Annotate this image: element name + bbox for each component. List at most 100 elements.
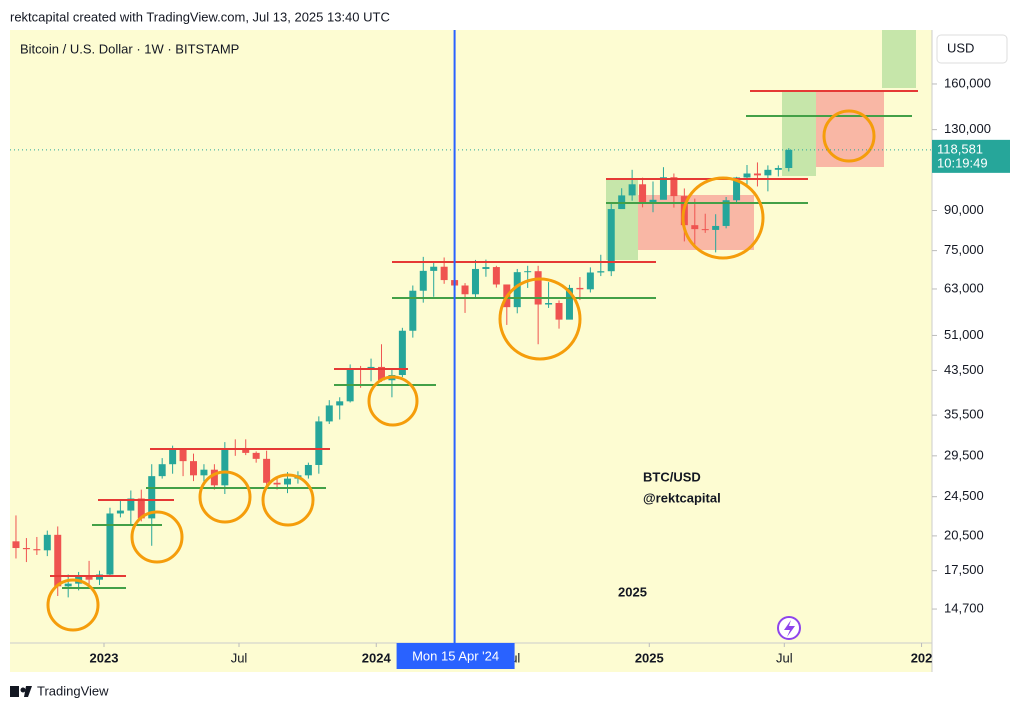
candle-body [12, 541, 20, 549]
y-tick-label: 24,500 [944, 488, 984, 503]
crosshair-label: Mon 15 Apr '24 [412, 648, 499, 663]
symbol-title: Bitcoin / U.S. Dollar · 1W · BITSTAMP [20, 41, 239, 56]
candle-body [64, 583, 72, 587]
candle-body [315, 421, 323, 465]
last-price-label: 118,581 [937, 141, 983, 156]
currency-button[interactable] [936, 34, 1008, 64]
y-tick-label: 51,000 [944, 327, 984, 342]
x-tick-label: 2023 [90, 650, 119, 665]
candle-body [273, 482, 281, 485]
candle-body [743, 173, 751, 178]
candle-body [169, 449, 177, 465]
candle-body [210, 469, 218, 486]
candle-body [753, 173, 761, 176]
y-tick-label: 160,000 [944, 75, 991, 90]
logo-mark [20, 687, 26, 693]
candle-body [628, 184, 636, 196]
candle-body [336, 401, 344, 406]
candle-body [54, 534, 62, 587]
icon-bolt [784, 620, 795, 637]
candle-body [419, 270, 427, 291]
candle-body [116, 510, 124, 514]
y-tick-label: 20,500 [944, 527, 984, 542]
candle-body [670, 177, 678, 197]
candle-body [492, 267, 500, 285]
candle-body [106, 513, 114, 575]
x-tick-label: Jul [231, 650, 248, 665]
highlight-circle [198, 470, 252, 524]
x-tick-label: 2025 [635, 650, 664, 665]
x-tick-label: 2024 [362, 650, 392, 665]
red-box [638, 195, 754, 250]
x-tick-label: Jul [776, 650, 793, 665]
candle-body [607, 209, 615, 272]
annotation: 2025 [618, 584, 647, 599]
candle-body [565, 287, 573, 320]
candle-body [242, 449, 250, 453]
y-tick-label: 75,000 [944, 242, 984, 257]
candle-body [158, 464, 166, 477]
levels [46, 90, 918, 632]
footer-logo [10, 686, 32, 697]
logo-mark [24, 686, 32, 697]
candle-body [43, 534, 51, 551]
y-tick-label: 63,000 [944, 280, 984, 295]
candle-body [639, 184, 647, 203]
candle-body [785, 149, 793, 168]
highlight-circle [367, 375, 419, 427]
candle-body [304, 464, 312, 476]
y-tick-label: 14,700 [944, 600, 984, 615]
candle-body [377, 366, 385, 381]
candle-body [764, 169, 772, 176]
candle-body [263, 458, 271, 483]
highlight-circle [498, 277, 582, 361]
highlight-circle [822, 109, 876, 163]
candle-body [701, 229, 709, 231]
y-tick-label: 43,500 [944, 362, 984, 377]
currency: USD [947, 40, 974, 55]
highlight-circle [261, 473, 315, 527]
candle-body [22, 548, 30, 550]
candle-body [179, 449, 187, 462]
x-tick-label: 202 [911, 650, 933, 665]
crosshair-tag [396, 643, 515, 669]
candle-body [283, 478, 291, 485]
candle-body [555, 303, 563, 320]
candle-body [190, 461, 198, 476]
candle-body [398, 330, 406, 376]
candle-body [325, 405, 333, 422]
candle-body [137, 498, 145, 519]
candle-body [691, 225, 699, 230]
last-price-tag [932, 139, 1010, 173]
candle-body [127, 498, 135, 511]
candle-body [659, 177, 667, 200]
candle-body [409, 290, 417, 331]
chart-background [10, 30, 932, 672]
highlight-circle [681, 176, 765, 260]
candle-body [430, 266, 438, 271]
y-tick-label: 29,500 [944, 447, 984, 462]
candle-body [85, 575, 93, 580]
countdown: 10:19:49 [937, 155, 988, 170]
candle-body [96, 574, 104, 580]
candle-body [534, 271, 542, 305]
y-tick-label: 130,000 [944, 121, 991, 136]
highlight-circle [130, 510, 184, 564]
candle-body [524, 271, 532, 273]
y-tick-label: 90,000 [944, 202, 984, 217]
candle-body [597, 271, 605, 273]
candle-body [649, 199, 657, 203]
candle-body [733, 177, 741, 201]
candle-body [482, 267, 490, 269]
candle-body [722, 200, 730, 226]
candle-body [471, 268, 479, 295]
green-box [882, 30, 916, 88]
candle-body [774, 167, 782, 170]
candle-body [148, 476, 156, 519]
candle-body [586, 272, 594, 290]
logo-mark [10, 686, 19, 697]
candle-body [545, 303, 553, 305]
footer: TradingView [37, 683, 109, 698]
candle-body [252, 452, 260, 459]
